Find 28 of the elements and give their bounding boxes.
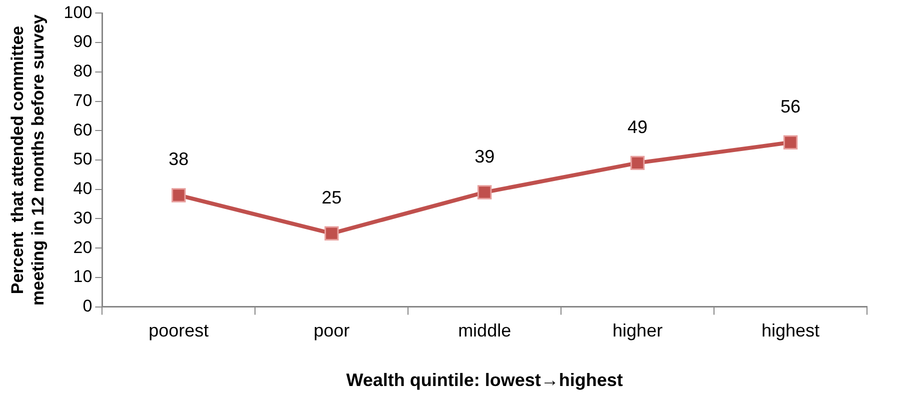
point xyxy=(783,135,798,150)
point xyxy=(630,156,645,170)
y-tick-label: 100 xyxy=(64,2,92,22)
x-tick-label: higher xyxy=(612,320,663,341)
x-tick-label: poor xyxy=(314,320,350,341)
data-label: 38 xyxy=(168,149,189,170)
y-tick-label: 50 xyxy=(73,150,92,169)
y-tick-label: 70 xyxy=(73,90,92,110)
data-label: 56 xyxy=(780,96,801,116)
y-tick-label: 10 xyxy=(73,267,92,286)
y-tick-label: 20 xyxy=(73,238,92,257)
y-tick-label: 90 xyxy=(73,32,92,52)
data-label: 39 xyxy=(474,146,495,166)
point xyxy=(172,188,186,202)
point xyxy=(324,226,339,241)
y-tick-label: 80 xyxy=(73,62,92,81)
data-label: 49 xyxy=(628,116,648,137)
x-tick-label: poorest xyxy=(148,320,209,341)
y-tick-label: 40 xyxy=(73,179,92,198)
y-axis-title: Percent that attended committee meeting in 12 months before survey xyxy=(8,14,48,306)
x-axis-title: Wealth quintile: lowest→highest xyxy=(346,370,623,390)
y-tick-label: 30 xyxy=(73,208,92,228)
data-label: 25 xyxy=(322,187,342,208)
x-tick-label: middle xyxy=(458,320,512,341)
x-tick-label: highest xyxy=(761,320,820,341)
y-tick-label: 60 xyxy=(73,120,92,140)
point xyxy=(477,185,492,200)
y-tick-label: 0 xyxy=(82,296,92,316)
